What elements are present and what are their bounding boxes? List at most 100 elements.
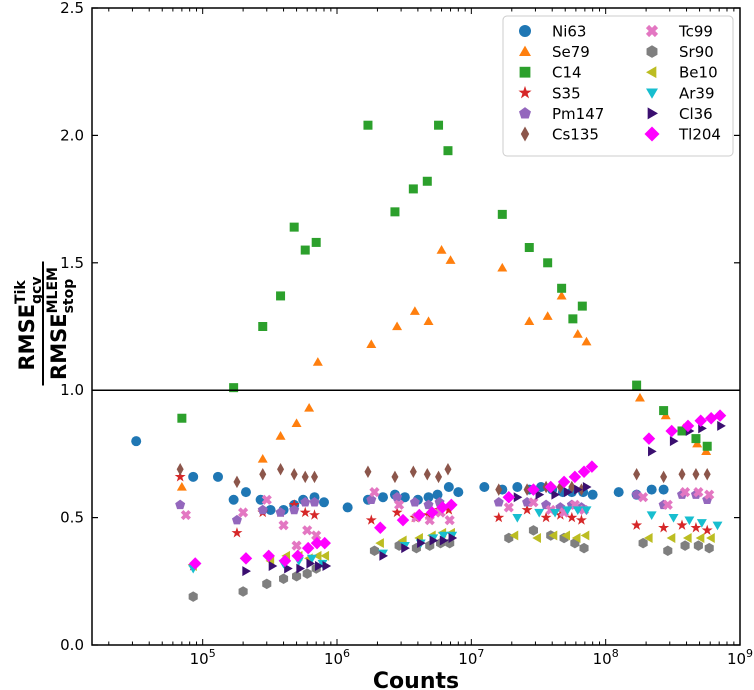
data-point-se79 [366, 339, 377, 348]
data-point-pm147 [300, 497, 311, 507]
data-point-cl36 [535, 489, 545, 500]
series-c14 [177, 120, 712, 451]
x-tick-exponent: 6 [343, 647, 350, 660]
data-point-c14 [289, 222, 299, 232]
legend-item-se79: Se79 [519, 43, 590, 61]
data-point-tl204 [681, 419, 695, 433]
data-point-tc99 [662, 499, 673, 510]
data-point-tl204 [557, 475, 571, 489]
data-point-pm147 [493, 497, 504, 507]
data-point-s35 [288, 499, 300, 510]
data-point-be10 [509, 530, 519, 541]
data-point-ar39 [512, 513, 523, 523]
y-tick-label: 1.0 [60, 381, 84, 399]
legend-item-s35: S35 [518, 84, 581, 102]
data-point-se79 [291, 418, 302, 427]
data-point-c14 [443, 146, 453, 156]
data-point-tl204 [239, 552, 253, 565]
data-point-se79 [423, 316, 434, 326]
legend-marker-sr90 [646, 45, 658, 58]
legend-label-tl204: Tl204 [678, 126, 721, 144]
data-point-s35 [391, 506, 403, 518]
data-point-cl36 [417, 538, 426, 549]
data-point-sr90 [638, 537, 648, 549]
data-point-se79 [556, 290, 567, 300]
legend-item-cs135: Cs135 [520, 126, 599, 144]
data-point-tl204 [642, 432, 656, 445]
data-point-ar39 [696, 519, 707, 528]
data-point-se79 [524, 316, 535, 326]
x-tick-exponent: 9 [746, 647, 753, 660]
data-point-be10 [695, 533, 705, 543]
plot-frame [91, 7, 741, 646]
data-point-cs135 [259, 468, 267, 481]
data-point-sr90 [369, 545, 379, 556]
data-point-c14 [258, 322, 268, 331]
data-point-ni63 [342, 502, 353, 513]
data-point-cs135 [678, 468, 686, 481]
y-axis-title: RMSETikgcv RMSEMLEMstop [13, 261, 77, 386]
data-point-cl36 [315, 561, 324, 571]
data-point-c14 [543, 258, 553, 268]
data-point-cs135 [311, 470, 319, 484]
data-point-tl204 [310, 536, 324, 550]
data-point-ar39 [581, 506, 592, 515]
data-point-c14 [422, 176, 432, 186]
data-point-s35 [658, 522, 670, 533]
data-point-tl204 [301, 541, 315, 555]
legend-item-ar39: Ar39 [646, 84, 715, 102]
data-point-cs135 [703, 468, 711, 481]
data-point-tc99 [180, 509, 191, 521]
data-point-ni63 [228, 494, 239, 505]
data-point-cl36 [717, 420, 726, 431]
data-point-s35 [174, 471, 186, 482]
data-point-cl36 [429, 535, 439, 546]
x-tick-exponent: 8 [612, 647, 619, 660]
data-point-be10 [532, 533, 541, 543]
data-point-be10 [706, 533, 715, 543]
data-point-be10 [312, 550, 322, 561]
data-point-c14 [276, 291, 286, 301]
data-point-tl204 [188, 557, 202, 570]
y-tick-label: 0.0 [60, 636, 84, 654]
y-den-subscript: stop [61, 279, 77, 314]
data-point-be10 [580, 530, 590, 541]
data-point-se79 [275, 431, 286, 440]
legend-item-be10: Be10 [646, 64, 718, 82]
data-point-cl36 [242, 566, 251, 577]
legend-label-be10: Be10 [679, 64, 718, 82]
data-point-s35 [309, 509, 320, 520]
y-tick-label: 2.5 [60, 0, 84, 17]
data-point-cl36 [322, 561, 332, 571]
data-point-cs135 [364, 465, 372, 478]
data-point-ni63 [613, 487, 624, 498]
data-points-layer [131, 120, 727, 602]
data-point-tl204 [413, 508, 426, 522]
data-point-be10 [682, 533, 692, 543]
data-point-cl36 [551, 489, 561, 500]
data-point-cs135 [301, 470, 309, 484]
data-point-pm147 [366, 494, 377, 505]
data-point-s35 [443, 504, 455, 515]
data-point-tc99 [528, 497, 539, 508]
data-point-tc99 [261, 494, 272, 505]
data-point-cs135 [233, 475, 241, 489]
data-point-pm147 [423, 499, 434, 510]
x-tick-base: 10 [190, 650, 209, 668]
series-s35 [174, 471, 713, 571]
data-point-sr90 [663, 545, 673, 556]
data-point-ar39 [646, 511, 657, 521]
legend-marker-be10 [646, 66, 657, 79]
data-point-tc99 [638, 492, 649, 503]
data-point-s35 [676, 519, 688, 530]
data-point-c14 [577, 301, 587, 311]
data-point-tc99 [503, 502, 514, 513]
data-point-cl36 [582, 482, 592, 492]
data-point-c14 [177, 413, 187, 423]
data-point-c14 [524, 243, 534, 253]
data-point-ar39 [534, 508, 545, 518]
data-point-pm147 [309, 497, 320, 507]
data-point-sr90 [302, 568, 312, 579]
data-point-tl204 [704, 411, 718, 425]
